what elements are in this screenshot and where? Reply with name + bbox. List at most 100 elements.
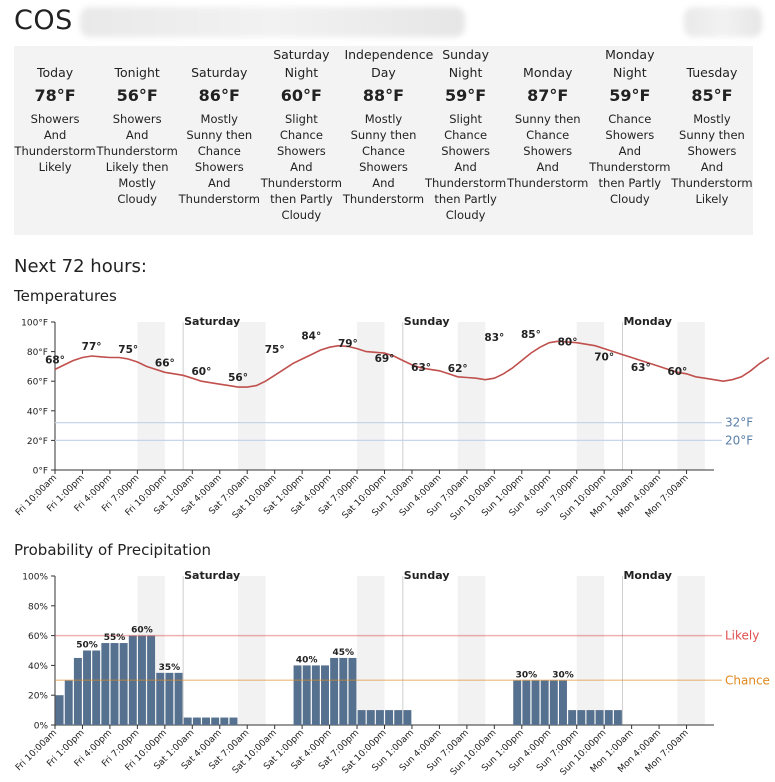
y-tick-label: 0% xyxy=(34,722,49,732)
temperature-label: 70° xyxy=(594,351,614,363)
y-tick-label: 60% xyxy=(28,632,48,642)
precip-bar xyxy=(513,680,522,725)
forecast-period[interactable]: Tonight 56°F Showers And Thunderstorm Like… xyxy=(96,46,178,235)
day-label: Sunday xyxy=(404,315,450,328)
day-label: Saturday xyxy=(184,315,240,328)
period-temp: 87°F xyxy=(527,86,569,105)
temperature-label: 68° xyxy=(45,354,65,366)
period-name: Saturday xyxy=(191,65,248,80)
forecast-period[interactable]: Monday Night 59°F Chance Showers And Thund… xyxy=(589,46,671,235)
night-band xyxy=(357,322,385,470)
precip-bar xyxy=(192,717,201,725)
period-temp: 59°F xyxy=(445,86,487,105)
precip-bar xyxy=(394,710,403,725)
precip-bar xyxy=(540,680,549,725)
redacted-info xyxy=(684,7,762,37)
forecast-strip: Today 78°F Showers And Thunderstorm Likely… xyxy=(14,46,753,235)
temperature-label: 63° xyxy=(631,362,651,374)
temperature-label: 79° xyxy=(338,338,358,350)
precip-bar xyxy=(366,710,375,725)
period-name: Monday xyxy=(523,65,573,80)
forecast-period[interactable]: Today 78°F Showers And Thunderstorm Likely xyxy=(14,46,96,235)
temperature-label: 56° xyxy=(228,372,248,384)
forecast-period[interactable]: Sunday Night 59°F Slight Chance Showers An… xyxy=(425,46,507,235)
night-band xyxy=(137,322,165,470)
redacted-location xyxy=(80,7,465,37)
period-temp: 59°F xyxy=(609,86,651,105)
day-label: Monday xyxy=(623,315,671,328)
night-band xyxy=(357,576,385,725)
precip-bar xyxy=(549,680,558,725)
section-title: Next 72 hours: xyxy=(14,256,147,277)
y-tick-label: 100% xyxy=(22,573,48,583)
precip-bar xyxy=(101,643,110,725)
temperature-label: 75° xyxy=(118,344,138,356)
forecast-period[interactable]: Monday 87°F Sunny then Chance Showers And … xyxy=(507,46,589,235)
forecast-period[interactable]: Saturday 86°F Mostly Sunny then Chance Sho… xyxy=(178,46,260,235)
precip-bar xyxy=(403,710,412,725)
forecast-period[interactable]: Saturday Night 60°F Slight Chance Showers … xyxy=(260,46,342,235)
temperature-chart-title: Temperatures xyxy=(14,287,117,305)
temperature-label: 75° xyxy=(265,344,285,356)
precip-bar xyxy=(577,710,586,725)
precip-bar xyxy=(568,710,577,725)
precip-bar xyxy=(183,717,192,725)
precip-bar xyxy=(211,717,220,725)
period-name: Sunday Night xyxy=(442,47,489,80)
precip-bar xyxy=(165,672,174,725)
forecast-period[interactable]: Independence Day 88°F Mostly Sunny then Ch… xyxy=(342,46,433,235)
precip-bar xyxy=(604,710,613,725)
precip-label: 50% xyxy=(76,641,98,651)
night-band xyxy=(457,322,486,470)
precip-chart-title: Probability of Precipitation xyxy=(14,541,212,559)
precip-label: 30% xyxy=(552,670,574,680)
precip-bar xyxy=(385,710,394,725)
precip-bar xyxy=(375,710,384,725)
period-description: Showers And Thunderstorm Likely then Mos… xyxy=(96,112,178,206)
precip-bar xyxy=(64,680,73,725)
precip-bar xyxy=(110,643,119,725)
y-tick-label: 0°F xyxy=(33,467,48,477)
precip-bar xyxy=(613,710,622,725)
period-description: Chance Showers And Thunderstorm then Par… xyxy=(589,112,671,206)
night-band xyxy=(238,576,266,725)
ref-line-label: Likely xyxy=(725,629,759,643)
y-tick-label: 40% xyxy=(28,662,48,672)
night-band xyxy=(677,322,705,470)
y-tick-label: 40°F xyxy=(27,407,48,417)
y-tick-label: 60°F xyxy=(27,378,48,388)
precip-bar xyxy=(559,680,567,725)
ref-line-label: 20°F xyxy=(725,433,753,447)
temperature-line xyxy=(54,340,770,388)
temperature-label: 84° xyxy=(301,331,321,343)
day-label: Sunday xyxy=(404,569,450,582)
period-temp: 56°F xyxy=(116,86,158,105)
temperature-label: 60° xyxy=(192,366,212,378)
night-band xyxy=(457,576,486,725)
temperature-label: 66° xyxy=(155,357,175,369)
period-temp: 85°F xyxy=(691,86,733,105)
period-description: Slight Chance Showers And Thunderstorm t… xyxy=(424,112,507,222)
period-temp: 78°F xyxy=(34,86,76,105)
period-description: Showers And Thunderstorm Likely xyxy=(14,112,96,174)
period-name: Today xyxy=(36,65,74,80)
precip-bar xyxy=(302,665,311,725)
temperature-label: 69° xyxy=(375,353,395,365)
precip-bar xyxy=(531,680,540,725)
temperature-label: 63° xyxy=(411,362,431,374)
temperature-label: 60° xyxy=(667,366,687,378)
period-name: Monday Night xyxy=(605,47,655,80)
period-temp: 86°F xyxy=(198,86,240,105)
precip-label: 40% xyxy=(296,655,318,665)
temperature-label: 83° xyxy=(484,332,504,344)
precip-bar xyxy=(83,650,92,725)
precip-bar xyxy=(147,635,156,725)
forecast-period[interactable]: Tuesday 85°F Mostly Sunny then Showers And… xyxy=(671,46,753,235)
precip-bar xyxy=(128,635,137,725)
precip-bar xyxy=(339,657,348,725)
precip-label: 35% xyxy=(159,663,181,673)
precip-bar xyxy=(137,635,146,725)
precip-bar xyxy=(595,710,604,725)
y-tick-label: 80% xyxy=(28,602,48,612)
y-tick-label: 80°F xyxy=(27,348,48,358)
